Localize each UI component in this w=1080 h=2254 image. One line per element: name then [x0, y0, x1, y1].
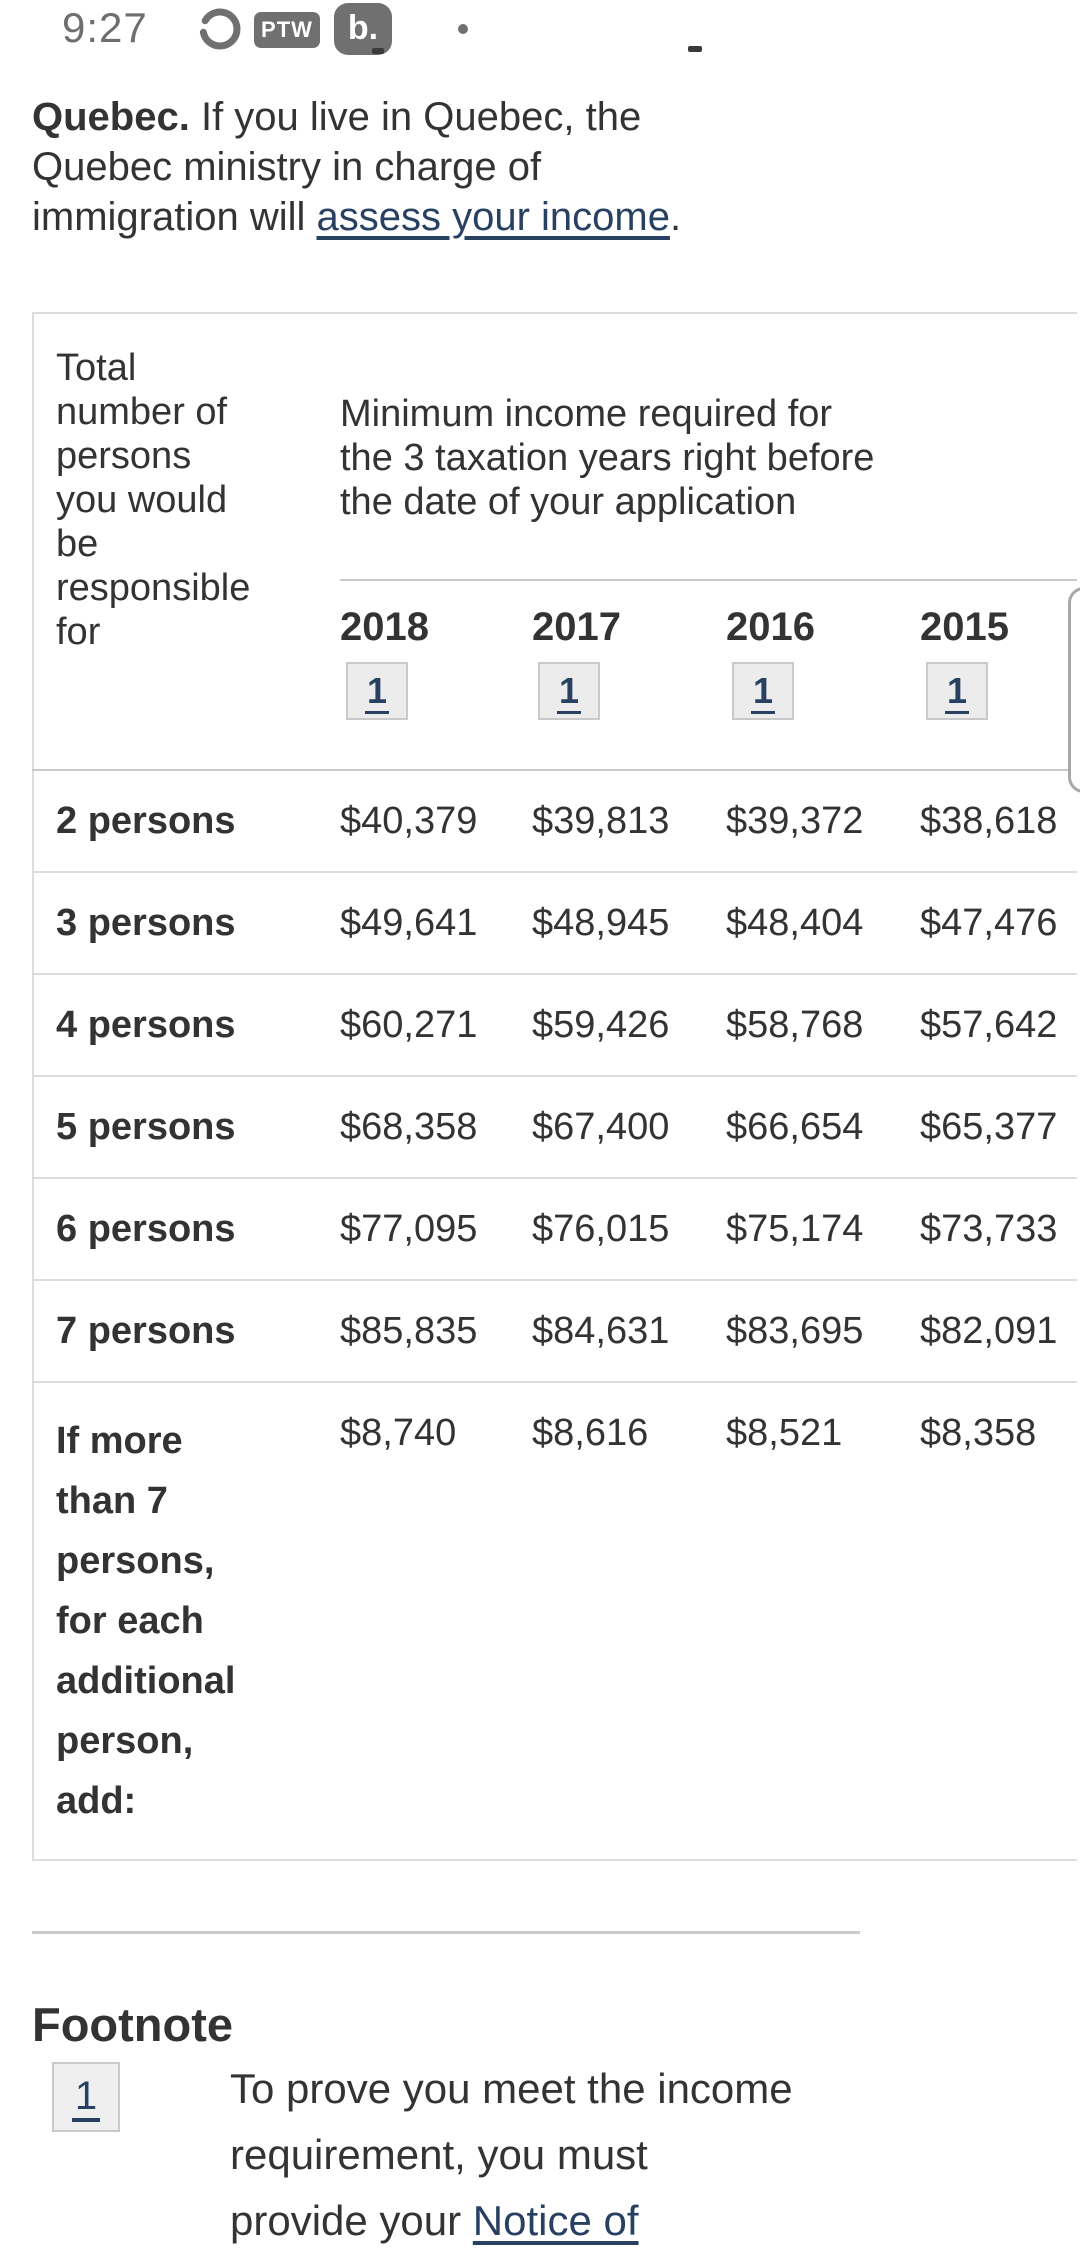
row-label: 4 persons — [33, 974, 340, 1077]
income-table: Total number of persons you would be res… — [32, 312, 1077, 1861]
income-value: $68,358 — [340, 1076, 532, 1179]
booking-notification-icon: b. — [334, 3, 392, 55]
table-row: 2 persons $40,379 $39,813 $39,372 $38,61… — [33, 770, 1077, 873]
table-row: 3 persons $49,641 $48,945 $48,404 $47,47… — [33, 872, 1077, 975]
clock: 9:27 — [62, 4, 148, 51]
table-row: 6 persons $77,095 $76,015 $75,174 $73,73… — [33, 1178, 1077, 1281]
income-value: $76,015 — [532, 1178, 726, 1281]
income-value: $8,521 — [726, 1382, 920, 1861]
year-header-2017: 2017 1 — [532, 580, 726, 771]
column-group-header-minimum-income: Minimum income required for the 3 taxati… — [340, 313, 1077, 581]
income-value: $67,400 — [532, 1076, 726, 1179]
row-label: 3 persons — [33, 872, 340, 975]
footnote-1-link[interactable]: 1 — [732, 662, 794, 720]
income-value: $57,642 — [920, 974, 1077, 1077]
page-scrollbar-thumb[interactable] — [1068, 587, 1080, 793]
income-value: $60,271 — [340, 974, 532, 1077]
income-value: $82,091 — [920, 1280, 1077, 1383]
table-row: 7 persons $85,835 $84,631 $83,695 $82,09… — [33, 1280, 1077, 1383]
notice-of-assessment-link[interactable]: Notice of — [472, 2197, 639, 2244]
table-row: 4 persons $60,271 $59,426 $58,768 $57,64… — [33, 974, 1077, 1077]
income-value: $65,377 — [920, 1076, 1077, 1179]
income-value: $48,404 — [726, 872, 920, 975]
row-label: 2 persons — [33, 770, 340, 873]
row-label: 5 persons — [33, 1076, 340, 1179]
row-label: 7 persons — [33, 1280, 340, 1383]
footnote-1-anchor[interactable]: 1 — [52, 2062, 120, 2132]
footnote-text: To prove you meet the income requirement… — [230, 2065, 793, 2244]
column-header-persons: Total number of persons you would be res… — [33, 313, 340, 771]
footnote-1-link[interactable]: 1 — [538, 662, 600, 720]
income-value: $39,372 — [726, 770, 920, 873]
table-row: 5 persons $68,358 $67,400 $66,654 $65,37… — [33, 1076, 1077, 1179]
income-value: $85,835 — [340, 1280, 532, 1383]
ptw-notification-icon: PTW — [254, 12, 320, 48]
income-value: $8,740 — [340, 1382, 532, 1861]
income-value: $59,426 — [532, 974, 726, 1077]
section-divider — [32, 1931, 860, 1934]
income-value: $8,358 — [920, 1382, 1077, 1861]
intro-paragraph: Quebec. If you live in Quebec, the Quebe… — [32, 92, 1032, 242]
intro-lead: Quebec. — [32, 95, 190, 139]
year-header-2016: 2016 1 — [726, 580, 920, 771]
income-value: $58,768 — [726, 974, 920, 1077]
income-value: $75,174 — [726, 1178, 920, 1281]
income-value: $66,654 — [726, 1076, 920, 1179]
footnote-heading: Footnote — [32, 1998, 233, 2051]
footnote-1-link[interactable]: 1 — [346, 662, 408, 720]
footnote-1-link[interactable]: 1 — [926, 662, 988, 720]
intro-period: . — [669, 195, 682, 239]
income-value: $38,618 — [920, 770, 1077, 873]
assess-income-link[interactable]: assess your income — [316, 195, 670, 239]
clipped-text-fragment — [372, 48, 384, 54]
income-table-scroll-area[interactable]: Total number of persons you would be res… — [32, 312, 1080, 1861]
income-value: $77,095 — [340, 1178, 532, 1281]
income-value: $40,379 — [340, 770, 532, 873]
year-header-2018: 2018 1 — [340, 580, 532, 771]
income-value: $83,695 — [726, 1280, 920, 1383]
income-value: $49,641 — [340, 872, 532, 975]
row-label: 6 persons — [33, 1178, 340, 1281]
income-value: $39,813 — [532, 770, 726, 873]
income-value: $84,631 — [532, 1280, 726, 1383]
status-bar: 9:27 PTW b. 28% — [0, 0, 1080, 55]
income-value: $73,733 — [920, 1178, 1077, 1281]
income-value: $48,945 — [532, 872, 726, 975]
row-label: If more than 7 persons, for each additio… — [33, 1382, 340, 1861]
table-row: If more than 7 persons, for each additio… — [33, 1382, 1077, 1861]
year-header-2015: 2015 1 — [920, 580, 1077, 771]
income-value: $8,616 — [532, 1382, 726, 1861]
more-notifications-dot-icon — [458, 24, 468, 34]
clipped-text-fragment — [688, 46, 702, 52]
assistant-ring-icon — [199, 8, 241, 50]
intro-body: If you live in Quebec, the Quebec minist… — [32, 95, 642, 239]
income-value: $47,476 — [920, 872, 1077, 975]
